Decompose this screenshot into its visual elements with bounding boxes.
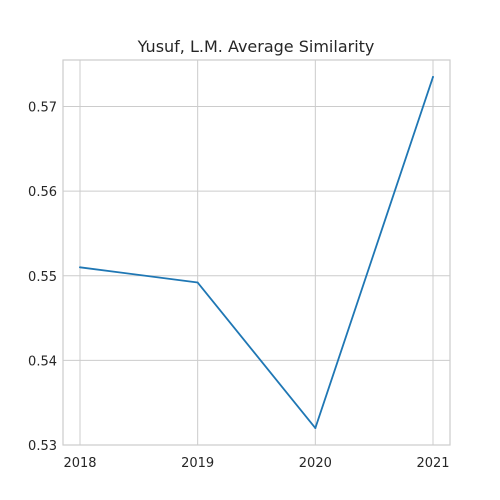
y-axis-ticks: 0.53 0.54 0.55 0.56 0.57 (28, 101, 57, 454)
series-line (79, 76, 434, 429)
plot-frame (62, 59, 451, 446)
x-tick-label: 2018 (63, 456, 96, 471)
data-point (432, 76, 434, 78)
data-point (196, 281, 199, 284)
y-tick-label: 0.54 (28, 354, 57, 369)
y-tick-label: 0.55 (28, 270, 57, 285)
x-axis-ticks: 2018 2019 2020 2021 (63, 456, 449, 471)
x-tick-label: 2019 (181, 456, 214, 471)
y-tick-label: 0.53 (28, 439, 57, 454)
y-tick-label: 0.56 (28, 185, 57, 200)
data-point (79, 266, 81, 269)
series-layer (79, 76, 434, 429)
data-point (314, 427, 317, 429)
x-tick-label: 2020 (299, 456, 332, 471)
x-tick-label: 2021 (416, 456, 449, 471)
y-tick-label: 0.57 (28, 101, 57, 116)
chart-title: Yusuf, L.M. Average Similarity (137, 37, 375, 56)
